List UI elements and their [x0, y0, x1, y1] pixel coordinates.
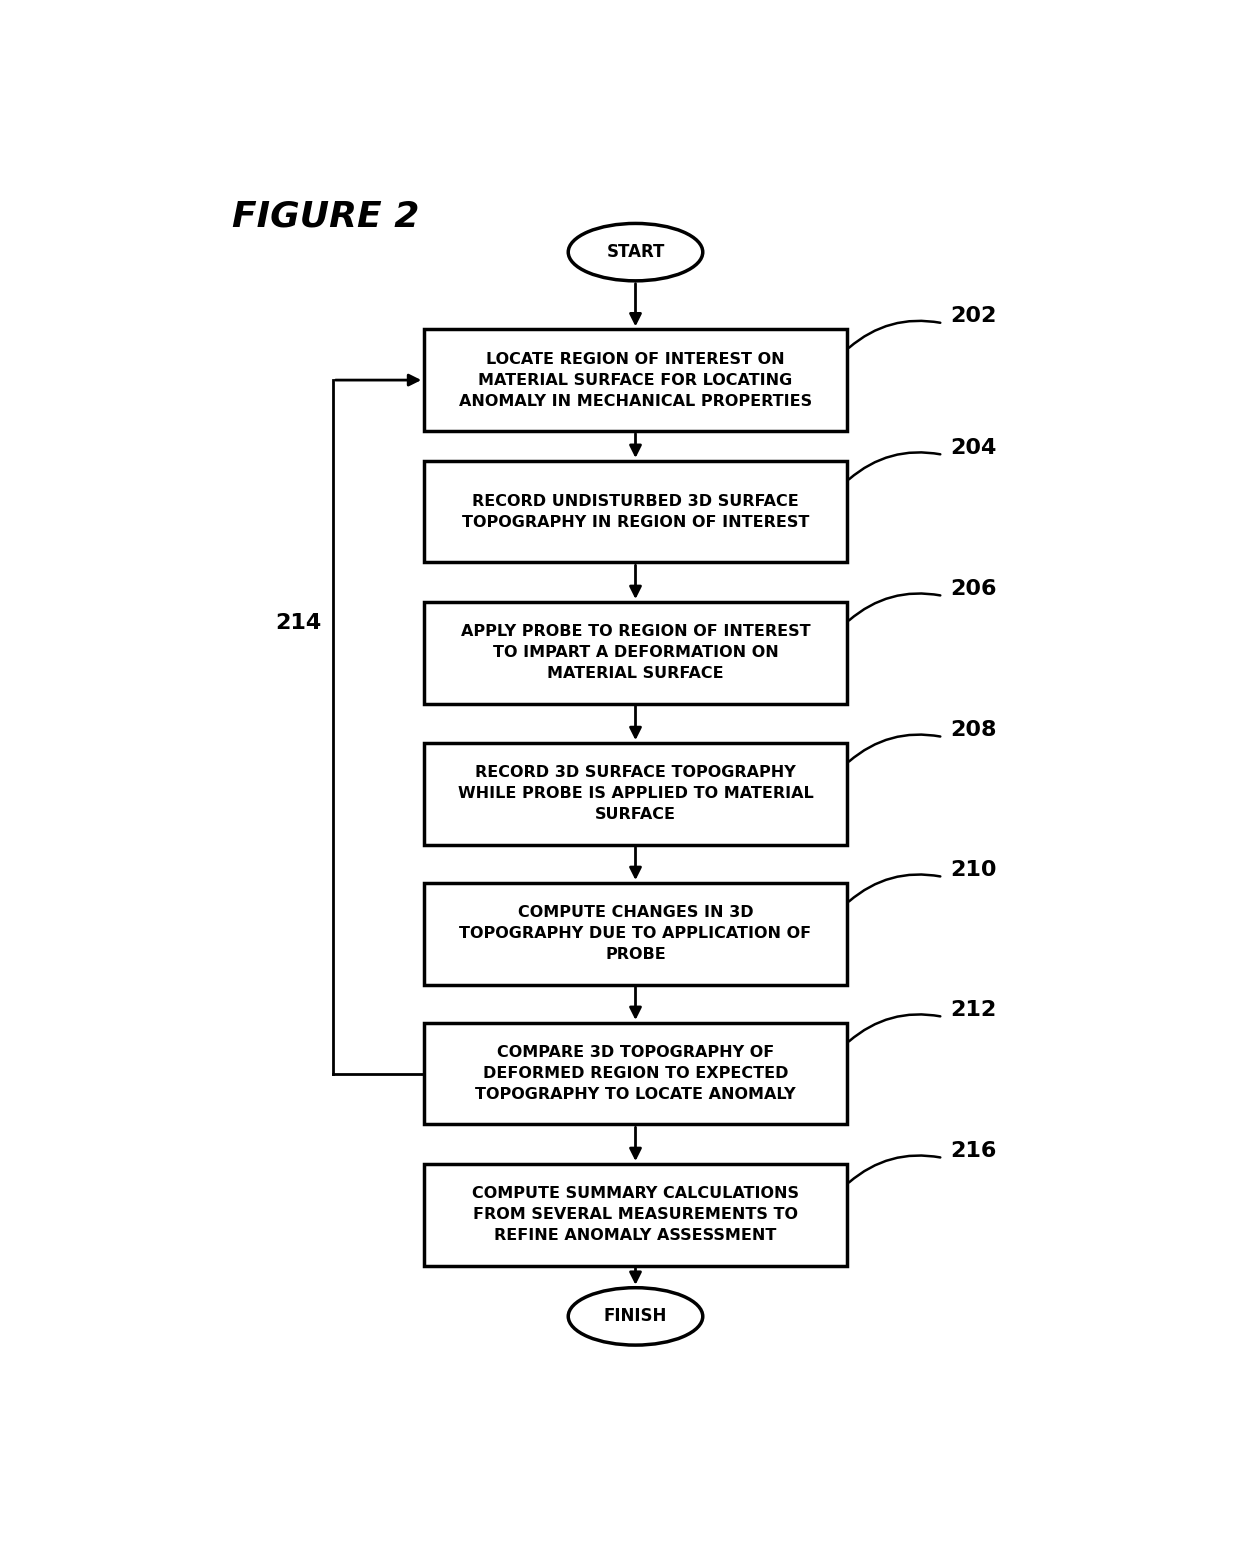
Text: COMPUTE SUMMARY CALCULATIONS
FROM SEVERAL MEASUREMENTS TO
REFINE ANOMALY ASSESSM: COMPUTE SUMMARY CALCULATIONS FROM SEVERA…: [472, 1186, 799, 1244]
FancyBboxPatch shape: [424, 1023, 847, 1124]
FancyBboxPatch shape: [424, 329, 847, 430]
FancyBboxPatch shape: [424, 461, 847, 562]
Text: 216: 216: [951, 1141, 997, 1160]
FancyBboxPatch shape: [424, 742, 847, 845]
Text: LOCATE REGION OF INTEREST ON
MATERIAL SURFACE FOR LOCATING
ANOMALY IN MECHANICAL: LOCATE REGION OF INTEREST ON MATERIAL SU…: [459, 351, 812, 408]
Text: 202: 202: [951, 306, 997, 326]
Text: COMPARE 3D TOPOGRAPHY OF
DEFORMED REGION TO EXPECTED
TOPOGRAPHY TO LOCATE ANOMAL: COMPARE 3D TOPOGRAPHY OF DEFORMED REGION…: [475, 1045, 796, 1103]
Text: 208: 208: [951, 721, 997, 739]
Text: 204: 204: [951, 438, 997, 458]
Text: START: START: [606, 244, 665, 261]
Ellipse shape: [568, 1287, 703, 1345]
Text: FIGURE 2: FIGURE 2: [232, 199, 419, 233]
Text: 214: 214: [275, 613, 321, 632]
Text: APPLY PROBE TO REGION OF INTEREST
TO IMPART A DEFORMATION ON
MATERIAL SURFACE: APPLY PROBE TO REGION OF INTEREST TO IMP…: [461, 624, 810, 682]
Text: RECORD UNDISTURBED 3D SURFACE
TOPOGRAPHY IN REGION OF INTEREST: RECORD UNDISTURBED 3D SURFACE TOPOGRAPHY…: [461, 494, 810, 530]
Text: FINISH: FINISH: [604, 1308, 667, 1325]
Text: COMPUTE CHANGES IN 3D
TOPOGRAPHY DUE TO APPLICATION OF
PROBE: COMPUTE CHANGES IN 3D TOPOGRAPHY DUE TO …: [460, 905, 811, 963]
Text: 206: 206: [951, 579, 997, 599]
FancyBboxPatch shape: [424, 884, 847, 985]
Text: 212: 212: [951, 1000, 997, 1020]
FancyBboxPatch shape: [424, 1163, 847, 1266]
Text: RECORD 3D SURFACE TOPOGRAPHY
WHILE PROBE IS APPLIED TO MATERIAL
SURFACE: RECORD 3D SURFACE TOPOGRAPHY WHILE PROBE…: [458, 766, 813, 823]
Ellipse shape: [568, 224, 703, 281]
Text: 210: 210: [951, 860, 997, 879]
FancyBboxPatch shape: [424, 603, 847, 704]
